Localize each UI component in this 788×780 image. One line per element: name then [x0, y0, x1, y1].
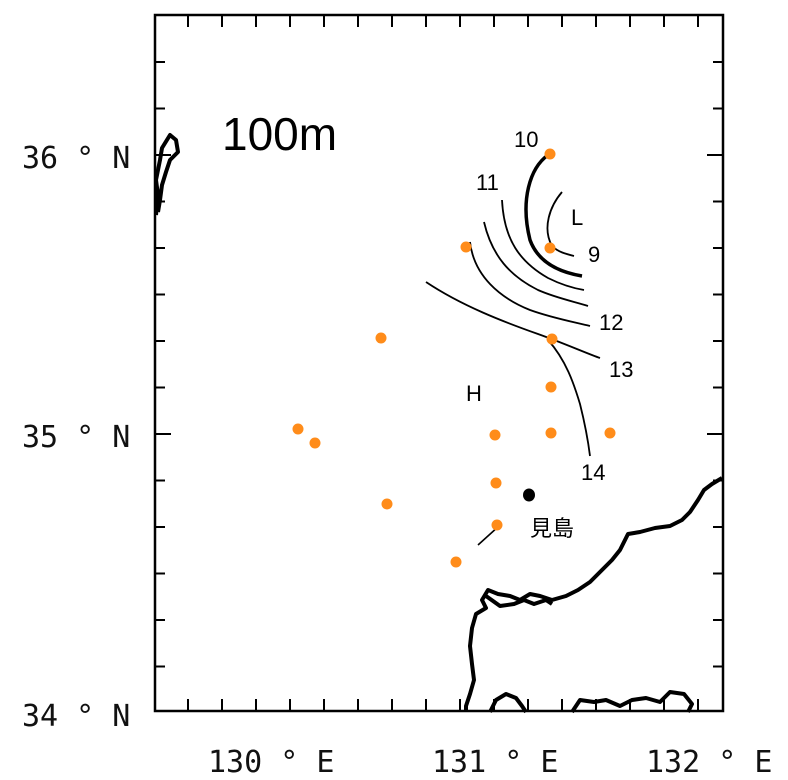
contour-label-13: 13 [609, 357, 633, 382]
island-label: 見島 [530, 517, 574, 542]
low-pressure-label: L [571, 205, 583, 230]
station [604, 427, 616, 439]
coastline [154, 133, 724, 714]
contour-label-11: 11 [476, 170, 499, 195]
lon-label-131e: 131 ° E [432, 745, 558, 780]
depth-label: 100m [222, 108, 337, 160]
coastline-south-east [570, 690, 694, 714]
stations [292, 148, 616, 568]
station [309, 437, 321, 449]
lon-label-130e: 130 ° E [208, 745, 334, 780]
station [545, 381, 557, 393]
station [450, 556, 462, 568]
contour-label-9: 9 [588, 242, 600, 267]
contour-label-14: 14 [581, 460, 605, 485]
station [489, 429, 501, 441]
station [381, 498, 393, 510]
coastline-honshu [464, 476, 724, 712]
map-frame [153, 13, 725, 713]
contour-11b [483, 221, 589, 307]
contour-label-12: 12 [599, 310, 623, 335]
lat-label-36n: 36 ° N [22, 141, 130, 176]
contour-11a [501, 199, 585, 291]
station [292, 423, 304, 435]
lat-label-34n: 34 ° N [22, 699, 130, 734]
station [490, 477, 502, 489]
contour-13 [425, 281, 601, 359]
lat-label-35n: 35 ° N [22, 420, 130, 455]
lon-label-132e: 132 ° E [646, 745, 772, 780]
station [546, 333, 558, 345]
station [375, 332, 387, 344]
station [460, 241, 472, 253]
mishima-island [523, 488, 535, 502]
station [544, 242, 556, 254]
coastline-south-bay [488, 692, 528, 714]
coastline-northwest [154, 133, 180, 216]
station [491, 519, 503, 531]
contour-12 [469, 241, 591, 327]
station [545, 427, 557, 439]
high-pressure-label: H [466, 381, 482, 406]
coastline-detail [484, 594, 554, 608]
contour-14 [547, 339, 591, 457]
tick-marks [155, 15, 723, 711]
station [544, 148, 556, 160]
contours [425, 153, 601, 457]
contour-label-10: 10 [514, 127, 538, 152]
contour-10 [524, 153, 583, 278]
